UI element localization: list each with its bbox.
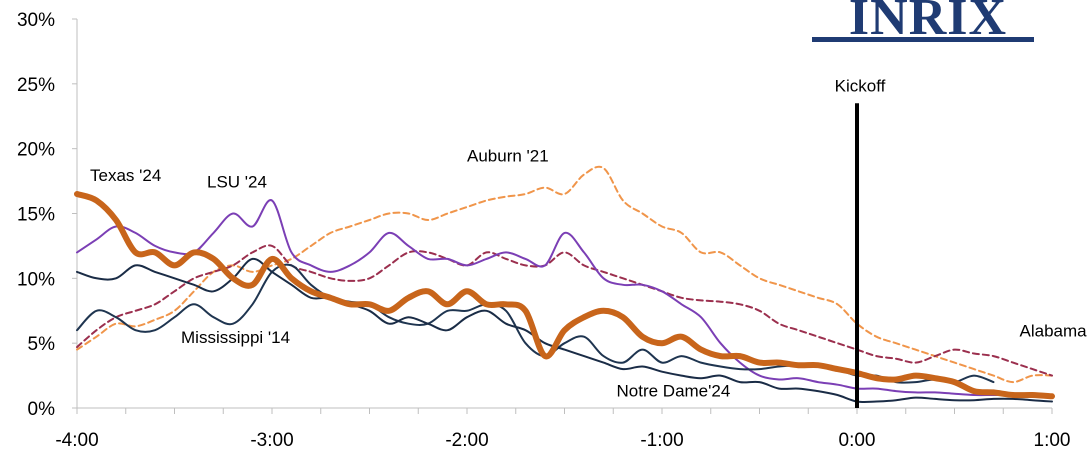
- y-tick-label: 5%: [28, 334, 56, 355]
- y-tick-label: 0%: [28, 399, 56, 420]
- series-label: Auburn '21: [467, 147, 549, 166]
- series-line-4: [76, 257, 1053, 404]
- series-label: Texas '24: [90, 166, 161, 185]
- series-line-0: [76, 165, 1053, 384]
- x-tick-label: -1:00: [640, 430, 683, 451]
- kickoff-label: Kickoff: [835, 76, 886, 95]
- series-label: Mississippi '14: [181, 328, 290, 347]
- axes: 0% 5% 10% 15% 20% 25% 30% -4:00 -3:00 -2:00 -1:00 0…: [17, 10, 1071, 451]
- series-line-1: [76, 244, 1053, 377]
- series-label: Alabama '23: [1020, 322, 1087, 341]
- y-tick-label: 20%: [17, 140, 55, 161]
- x-tick-label: -3:00: [250, 430, 293, 451]
- x-tick-label: -4:00: [55, 430, 98, 451]
- x-tick-label: 0:00: [839, 430, 876, 451]
- logo-underline: [812, 37, 1034, 42]
- series-line-2: [76, 199, 1053, 397]
- y-tick-label: 25%: [17, 75, 55, 96]
- series-label: LSU '24: [207, 173, 267, 192]
- x-tick-label: 1:00: [1034, 430, 1071, 451]
- series-labels: Texas '24 LSU '24 Auburn '21 Mississippi '1…: [90, 147, 1087, 401]
- x-tick-label: -2:00: [445, 430, 488, 451]
- series-lines: Kickoff: [74, 76, 1055, 408]
- y-tick-label: 15%: [17, 205, 55, 226]
- series-label: Notre Dame'24: [617, 381, 731, 400]
- y-tick-label: 30%: [17, 10, 55, 31]
- y-tick-label: 10%: [17, 269, 55, 290]
- series-line-5: [74, 191, 1055, 400]
